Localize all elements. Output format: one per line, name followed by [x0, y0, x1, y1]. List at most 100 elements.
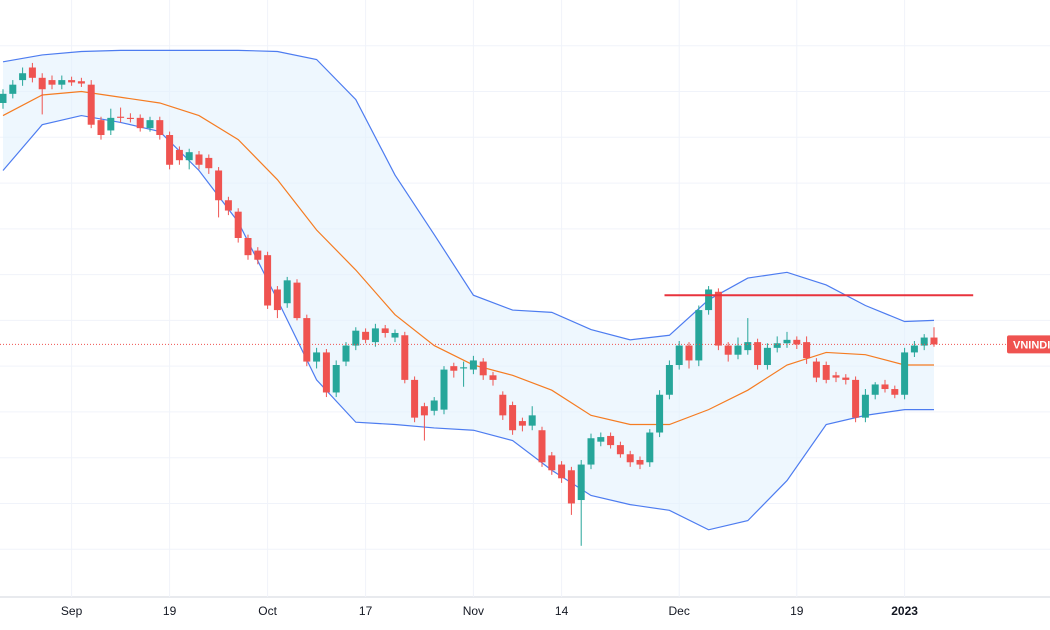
candle-body	[381, 328, 389, 333]
candle-body	[293, 282, 301, 319]
candle-body	[714, 291, 722, 346]
price-tag	[1007, 335, 1050, 354]
candle-body	[773, 343, 781, 348]
candle-body	[401, 335, 409, 380]
candle-body	[0, 93, 7, 103]
candle-body	[871, 384, 879, 395]
candle-body	[607, 435, 615, 446]
candle-body	[371, 328, 379, 343]
candle-body	[322, 352, 330, 393]
candle-body	[518, 421, 526, 426]
x-tick-label: Oct	[258, 604, 277, 618]
candle-body	[538, 430, 546, 463]
candle-body	[460, 367, 468, 369]
candle-body	[117, 116, 125, 118]
candle-body	[224, 200, 232, 211]
candle-body	[48, 80, 56, 85]
x-tick-label: 2023	[891, 604, 918, 618]
candle-body	[313, 352, 321, 362]
candle-body	[175, 149, 183, 161]
candle-body	[705, 289, 713, 311]
candle-body	[332, 365, 340, 393]
candle-body	[205, 157, 213, 169]
candle-body	[528, 415, 536, 426]
candle-body	[58, 80, 66, 85]
candle-body	[166, 135, 174, 165]
candle-body	[656, 394, 664, 433]
candle-body	[930, 337, 938, 345]
candle-body	[509, 405, 517, 431]
candle-body	[254, 250, 262, 260]
candle-body	[665, 365, 673, 395]
candle-body	[685, 345, 693, 361]
candle-body	[391, 332, 399, 338]
candle-body	[234, 211, 242, 238]
candle-body	[852, 379, 860, 418]
x-tick-label: Dec	[669, 604, 690, 618]
candle-body	[38, 77, 46, 90]
candle-body	[754, 342, 762, 366]
x-tick-label: Sep	[61, 604, 83, 618]
candle-body	[744, 342, 752, 351]
candle-body	[891, 389, 899, 395]
candle-body	[185, 152, 193, 161]
candle-body	[342, 345, 350, 362]
candle-body	[558, 464, 566, 479]
candle-body	[264, 255, 272, 306]
candle-body	[616, 445, 624, 455]
candle-body	[567, 470, 575, 504]
candle-body	[675, 345, 683, 366]
candle-body	[411, 379, 419, 418]
candle-body	[469, 360, 477, 370]
band-fill	[3, 50, 934, 530]
candle-body	[283, 280, 291, 304]
candle-body	[303, 318, 311, 362]
candle-body	[440, 369, 448, 410]
candle-body	[107, 117, 115, 131]
candle-body	[420, 406, 428, 416]
candle-body	[77, 81, 85, 84]
x-tick-label: 14	[555, 604, 569, 618]
candle-body	[832, 375, 840, 378]
candle-body	[126, 117, 134, 119]
candle-body	[97, 120, 105, 136]
candle-body	[920, 337, 928, 346]
candle-body	[479, 361, 487, 376]
candle-body	[842, 377, 850, 380]
candle-body	[812, 361, 820, 378]
candle-body	[901, 352, 909, 395]
x-tick-label: 19	[790, 604, 804, 618]
candle-body	[822, 365, 830, 380]
candle-body	[910, 345, 918, 353]
candle-body	[724, 345, 732, 355]
candle-body	[793, 339, 801, 345]
candle-body	[156, 120, 164, 136]
candle-body	[548, 455, 556, 471]
candle-body	[9, 84, 17, 94]
candle-body	[273, 289, 281, 311]
candle-body	[146, 120, 154, 129]
x-tick-label: Nov	[463, 604, 484, 618]
candle-body	[695, 310, 703, 361]
candle-body	[352, 330, 360, 346]
candle-body	[783, 339, 791, 344]
candle-body	[499, 394, 507, 416]
candle-body	[136, 117, 144, 129]
candle-body	[87, 84, 95, 125]
candle-body	[450, 366, 458, 371]
candle-body	[803, 342, 811, 359]
upper-band	[2, 49, 935, 341]
candle-body	[244, 238, 252, 256]
candle-body	[861, 394, 869, 418]
candle-body	[362, 331, 370, 340]
candle-body	[215, 170, 223, 201]
candle-body	[636, 459, 644, 465]
candle-body	[597, 437, 605, 442]
candle-body	[489, 375, 497, 380]
x-tick-label: 19	[163, 604, 177, 618]
candle-body	[626, 454, 634, 463]
candle-body	[28, 67, 36, 78]
x-tick-label: 17	[359, 604, 373, 618]
candle-body	[587, 438, 595, 465]
